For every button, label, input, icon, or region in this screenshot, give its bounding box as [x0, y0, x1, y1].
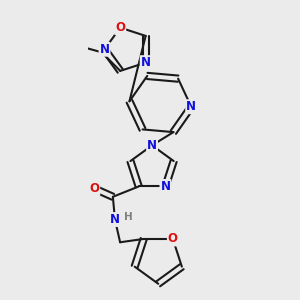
- Text: N: N: [186, 100, 196, 113]
- Text: N: N: [160, 180, 170, 193]
- Text: N: N: [110, 213, 120, 226]
- Text: O: O: [168, 232, 178, 245]
- Text: N: N: [100, 43, 110, 56]
- Text: N: N: [141, 56, 151, 69]
- Text: H: H: [124, 212, 133, 223]
- Text: N: N: [147, 139, 157, 152]
- Text: O: O: [115, 21, 125, 34]
- Text: O: O: [89, 182, 99, 195]
